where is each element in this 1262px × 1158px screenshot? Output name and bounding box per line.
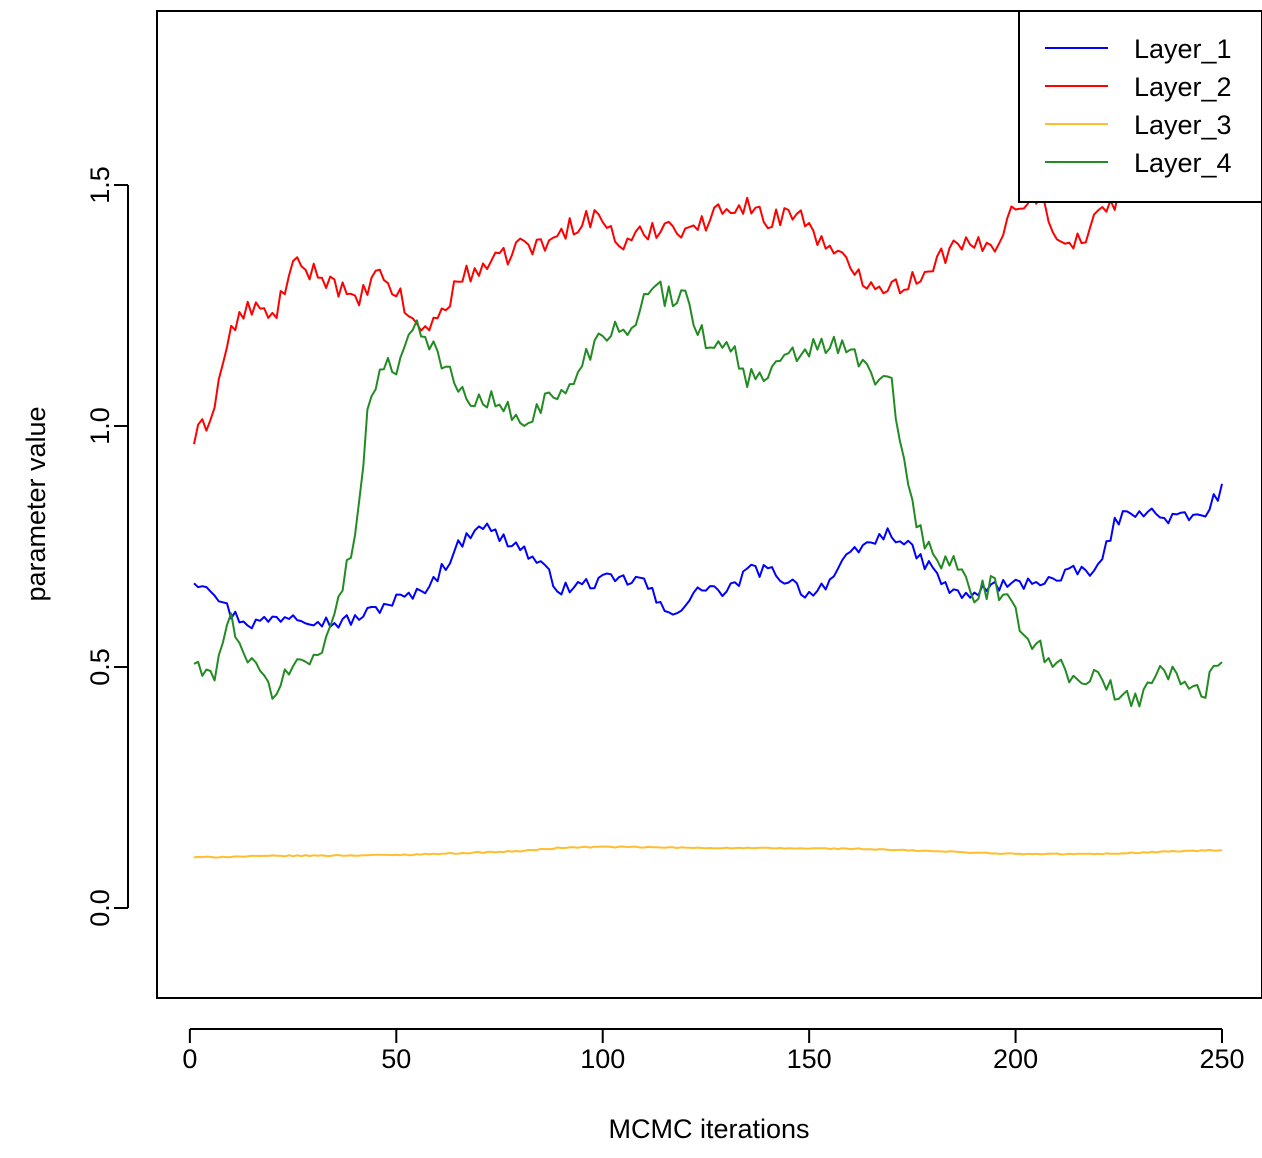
y-axis: 0.0 0.5 1.0 1.5 <box>85 166 129 927</box>
legend-label: Layer_4 <box>1134 148 1232 178</box>
legend: Layer_1 Layer_2 Layer_3 Layer_4 <box>1018 10 1262 203</box>
x-tick-label: 0 <box>182 1044 197 1074</box>
legend-label: Layer_3 <box>1134 110 1232 140</box>
y-tick-label: 1.5 <box>85 166 115 204</box>
legend-box <box>1018 10 1262 203</box>
y-tick-label: 0.0 <box>85 889 115 927</box>
x-axis: 0 50 100 150 200 250 <box>182 1028 1245 1074</box>
legend-label: Layer_1 <box>1134 34 1232 64</box>
x-tick-label: 50 <box>381 1044 411 1074</box>
series-layer <box>193 147 1223 859</box>
x-tick-label: 150 <box>787 1044 832 1074</box>
x-tick-label: 250 <box>1199 1044 1244 1074</box>
series-line-layer-4 <box>193 280 1223 708</box>
x-axis-label: MCMC iterations <box>608 1114 809 1144</box>
series-line-layer-2 <box>193 147 1223 445</box>
x-tick-label: 100 <box>580 1044 625 1074</box>
y-tick-label: 0.5 <box>85 648 115 686</box>
series-line-layer-1 <box>193 483 1223 630</box>
series-line-layer-3 <box>193 845 1223 859</box>
plot-frame <box>156 10 1262 999</box>
y-tick-label: 1.0 <box>85 407 115 445</box>
x-tick-label: 200 <box>993 1044 1038 1074</box>
y-axis-label: parameter value <box>21 406 51 601</box>
legend-label: Layer_2 <box>1134 72 1232 102</box>
